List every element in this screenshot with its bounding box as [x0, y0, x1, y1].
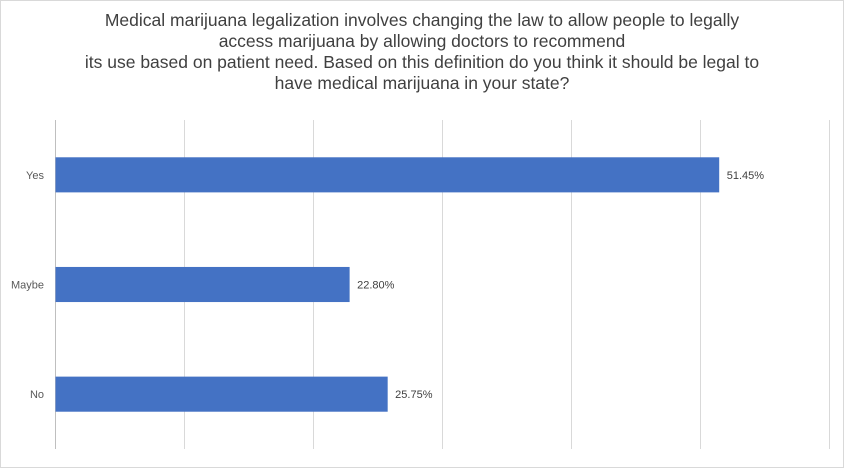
bars [55, 157, 720, 412]
chart-title-line: access marijuana by allowing doctors to … [218, 31, 626, 51]
chart-title: Medical marijuana legalization involves … [40, 10, 804, 94]
bar-yes [55, 157, 720, 193]
chart-title-line: have medical marijuana in your state? [274, 73, 570, 93]
category-label: Yes [26, 170, 44, 182]
chart-title-line: Medical marijuana legalization involves … [104, 10, 740, 30]
category-label: Maybe [11, 280, 44, 292]
chart-title-line: its use based on patient need. Based on … [84, 52, 760, 72]
category-labels: Yes Maybe No [11, 170, 45, 401]
data-label: 51.45% [727, 170, 765, 182]
data-label: 22.80% [357, 280, 395, 292]
data-labels: 51.45% 22.80% 25.75% [357, 170, 764, 401]
category-label: No [30, 389, 44, 401]
bar-no [55, 376, 388, 412]
bar-maybe [55, 266, 350, 303]
data-label: 25.75% [395, 389, 433, 401]
